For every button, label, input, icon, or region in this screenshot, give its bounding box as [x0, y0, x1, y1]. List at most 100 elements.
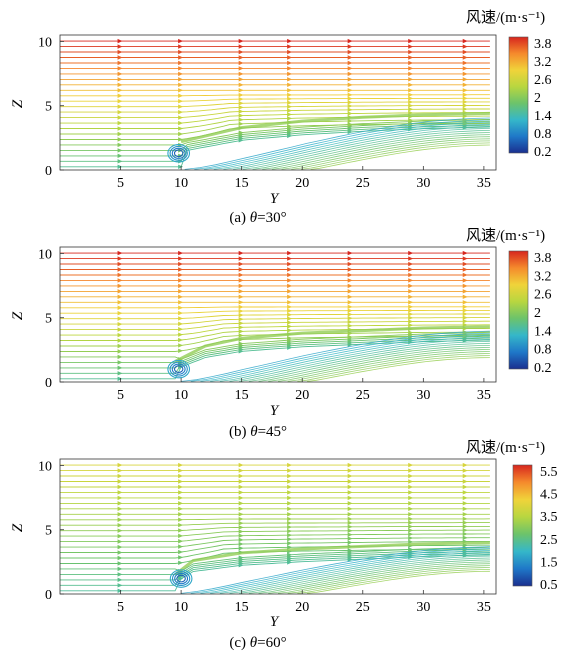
streamline: [60, 324, 490, 336]
flow-arrow: [287, 308, 293, 314]
flow-arrow: [287, 60, 293, 66]
streamline: [60, 104, 490, 113]
colorbar-tick-label: 3.5: [540, 510, 558, 525]
flow-arrow: [117, 55, 123, 60]
flow-arrow: [117, 164, 123, 169]
flow-arrow: [117, 332, 123, 338]
flow-arrow: [347, 107, 353, 113]
flow-arrow: [178, 560, 184, 565]
flow-arrow: [238, 537, 244, 543]
flow-arrow: [178, 88, 184, 93]
streamline: [60, 331, 490, 360]
flow-arrow: [117, 376, 123, 381]
flow-arrow: [347, 548, 353, 553]
y-tick-label: 5: [45, 524, 52, 539]
flow-arrow: [178, 267, 184, 272]
flow-arrow: [347, 103, 353, 109]
flow-arrow: [408, 308, 414, 313]
panel-c: 5 10 15 20 25 30 35 0 5 10 Z Y (c) θ=60° 风速/(m·s⁻…: [10, 439, 558, 651]
flow-arrow: [178, 115, 184, 120]
flow-arrow: [178, 300, 184, 305]
flow-arrow: [238, 512, 244, 517]
flow-arrow: [117, 343, 123, 349]
flow-arrow: [178, 512, 184, 517]
flow-arrow: [117, 354, 123, 360]
colorbar-tick-label: 0.8: [534, 127, 552, 142]
flow-arrow: [238, 60, 244, 66]
flow-arrow: [117, 294, 123, 300]
flow-arrow: [287, 468, 293, 473]
y-tick-label: 10: [38, 35, 52, 50]
flow-arrow: [347, 528, 353, 533]
flow-arrow: [408, 315, 414, 321]
flow-arrow: [117, 267, 123, 272]
flow-arrow: [408, 107, 414, 112]
x-tick-label: 35: [477, 600, 491, 615]
wake-streamline: [300, 142, 490, 170]
flow-arrow: [117, 517, 123, 522]
x-tick-label: 25: [356, 388, 370, 403]
wake-streamline: [190, 548, 490, 594]
flow-arrow: [347, 501, 353, 506]
flow-arrow: [287, 44, 293, 49]
flow-arrow: [462, 506, 468, 512]
flow-arrow: [117, 338, 123, 343]
streamline: [60, 94, 490, 97]
flow-arrow: [287, 541, 293, 546]
flow-arrow: [287, 495, 293, 501]
flow-arrow: [178, 490, 184, 495]
flow-arrow: [347, 484, 353, 490]
streamline: [60, 112, 490, 124]
flow-arrow: [347, 66, 353, 71]
flow-arrow: [462, 256, 468, 261]
flow-arrow: [462, 66, 468, 71]
flow-arrow: [117, 300, 123, 305]
vortex-ring: [171, 147, 186, 159]
flow-arrow: [117, 555, 123, 561]
flow-arrow: [287, 116, 293, 121]
flow-arrow: [117, 523, 123, 528]
streamline: [60, 525, 490, 532]
streamline: [60, 522, 490, 526]
flow-arrow: [178, 544, 184, 549]
flow-arrow: [178, 289, 184, 294]
flow-arrow: [238, 321, 244, 326]
x-tick-label: 10: [174, 388, 188, 403]
flow-arrow: [347, 304, 353, 310]
flow-arrow: [287, 261, 293, 267]
flow-arrow: [117, 120, 123, 126]
flow-arrow: [347, 49, 353, 55]
streamline: [60, 120, 490, 151]
flow-arrow: [408, 272, 414, 278]
flow-arrow: [178, 38, 184, 44]
flow-arrow: [287, 537, 293, 542]
flow-arrow: [347, 77, 353, 82]
flow-arrow: [117, 44, 123, 49]
flow-arrow: [117, 93, 123, 98]
colorbar-tick-label: 3.8: [534, 37, 552, 52]
flow-arrow: [178, 66, 184, 71]
flow-arrow: [238, 66, 244, 71]
flow-arrow: [287, 256, 293, 261]
flow-arrow: [178, 272, 184, 278]
flow-arrow: [462, 267, 468, 272]
flow-arrow: [178, 343, 184, 348]
flow-arrow: [178, 164, 184, 169]
flow-arrow: [462, 103, 468, 108]
flow-arrow: [238, 555, 244, 560]
flow-arrow: [347, 278, 353, 283]
flow-arrow: [462, 531, 468, 537]
streamline: [60, 115, 490, 129]
flow-arrow: [408, 334, 414, 339]
flow-arrow: [287, 490, 293, 495]
flow-arrow: [178, 278, 184, 283]
flow-arrow: [408, 300, 414, 305]
y-axis-label-a: Z: [10, 99, 26, 108]
flow-arrow: [117, 577, 123, 583]
flow-arrow: [347, 82, 353, 88]
flow-arrow: [347, 512, 353, 517]
flow-arrow: [408, 256, 414, 261]
flow-arrow: [238, 490, 244, 495]
flow-arrow: [238, 308, 244, 314]
flow-arrow: [408, 501, 414, 506]
